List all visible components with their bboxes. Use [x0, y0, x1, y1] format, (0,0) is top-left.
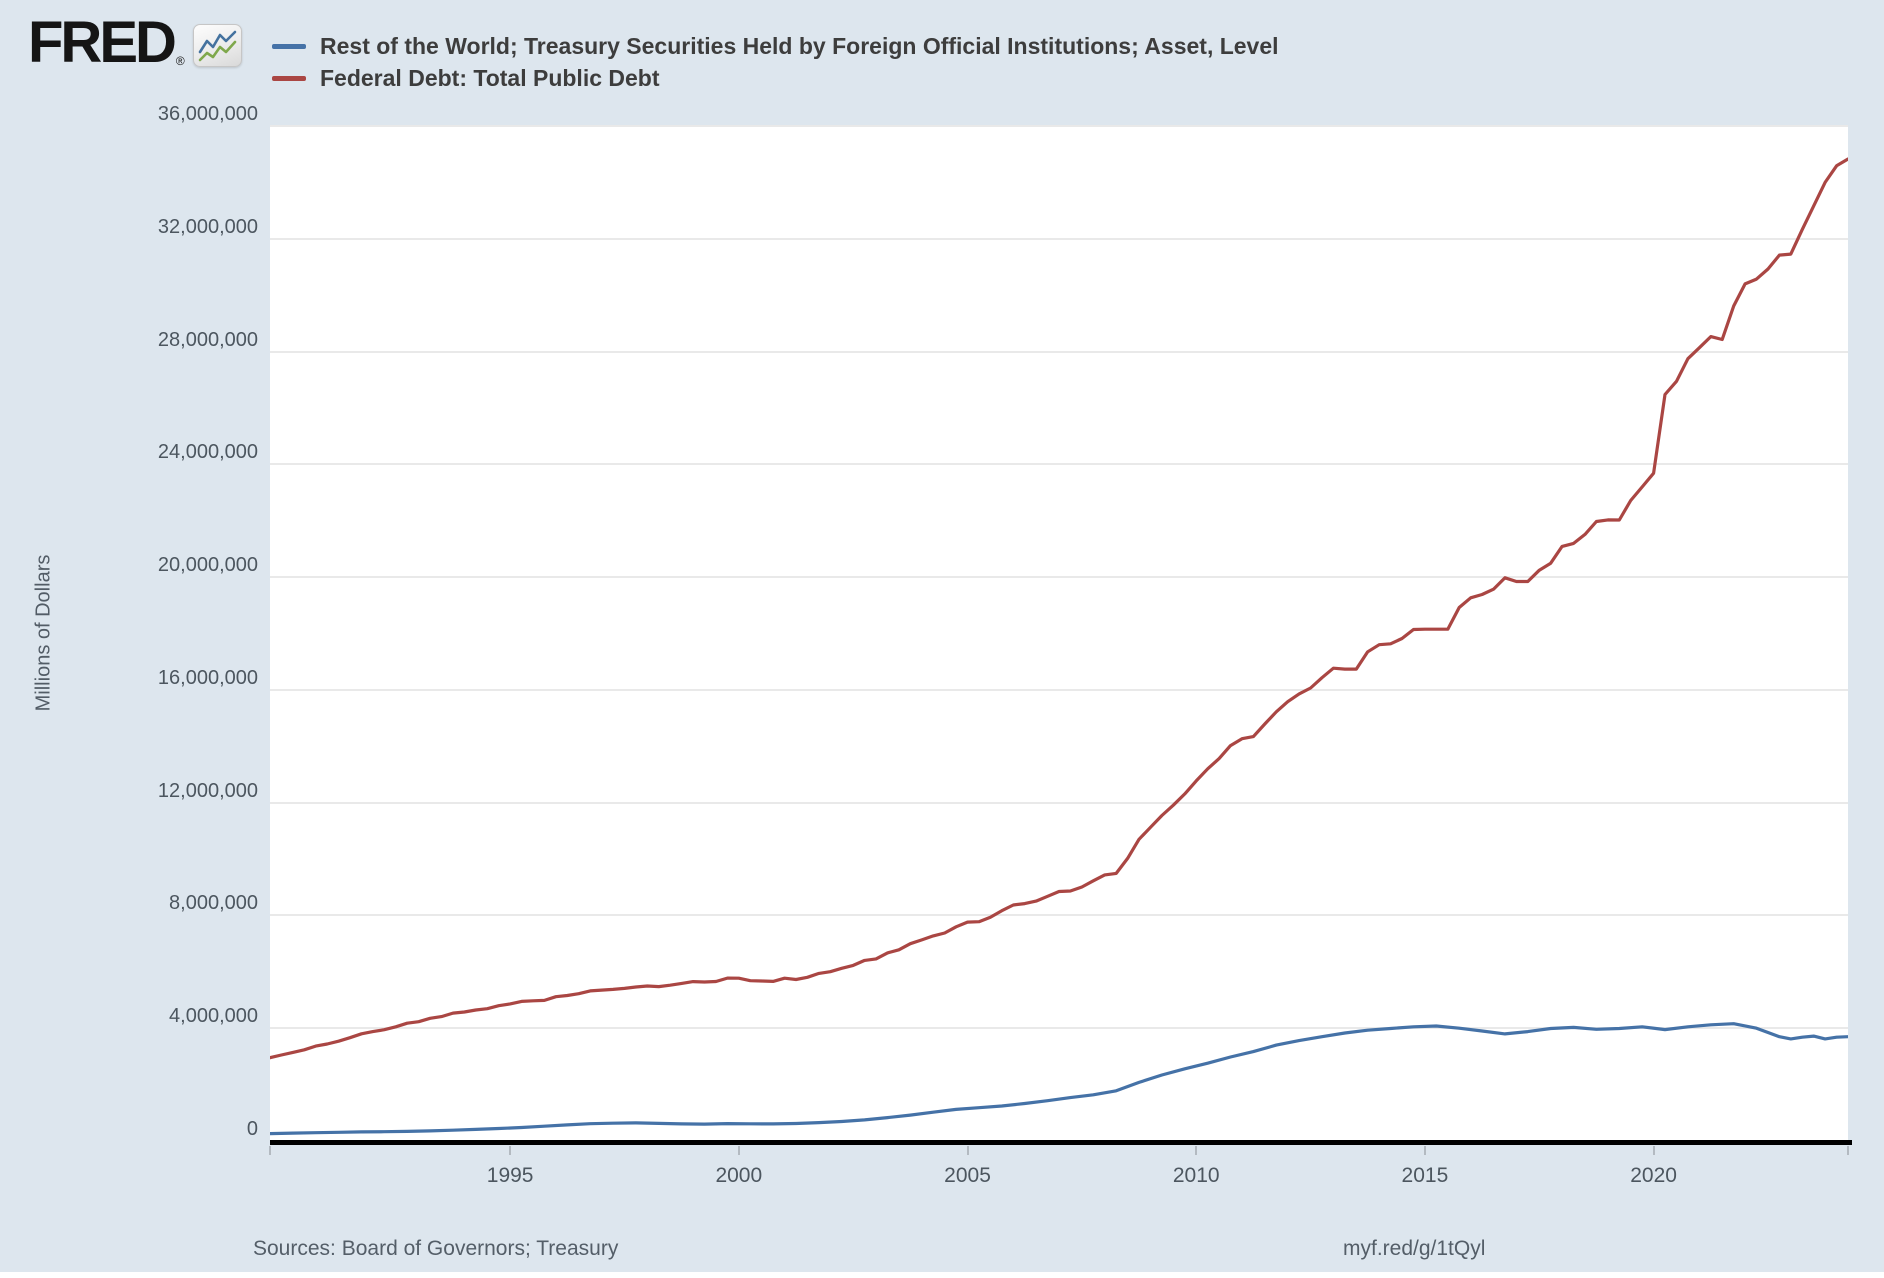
y-tick-label: 24,000,000 — [157, 441, 258, 464]
legend-label: Rest of the World; Treasury Securities H… — [320, 32, 1279, 59]
y-gridline — [270, 350, 1848, 353]
x-axis-edge-tick — [269, 1146, 271, 1155]
series-line-federal-debt — [270, 157, 1848, 1060]
y-gridline — [270, 801, 1848, 804]
x-axis-tick — [1652, 1146, 1655, 1155]
x-tick-label: 2020 — [1630, 1164, 1677, 1187]
x-axis-line — [270, 1140, 1852, 1145]
legend-label: Federal Debt: Total Public Debt — [320, 64, 660, 91]
series-plot — [270, 157, 1848, 1136]
fred-short-link[interactable]: myf.red/g/1tQyl — [1343, 1237, 1486, 1260]
legend-swatch-red — [272, 75, 306, 81]
y-gridline — [270, 125, 1848, 127]
plot-area — [270, 126, 1848, 1141]
y-gridline — [270, 1027, 1848, 1030]
y-tick-label: 4,000,000 — [169, 1005, 258, 1028]
bottom-edge-strip — [0, 1272, 1884, 1278]
y-tick-label: 16,000,000 — [157, 666, 258, 689]
line-chart-icon — [192, 24, 242, 67]
legend-item-foreign-holdings: Rest of the World; Treasury Securities H… — [272, 30, 1279, 62]
y-gridline — [270, 688, 1848, 691]
y-tick-label: 28,000,000 — [157, 328, 258, 351]
x-tick-label: 2005 — [944, 1164, 991, 1187]
x-axis-tick — [966, 1146, 969, 1155]
x-axis-tick — [737, 1146, 740, 1155]
legend-swatch-blue — [272, 43, 306, 49]
y-gridline — [270, 463, 1848, 466]
legend: Rest of the World; Treasury Securities H… — [272, 30, 1279, 94]
x-axis-edge-tick — [1847, 1146, 1849, 1155]
y-tick-label: 20,000,000 — [157, 554, 258, 577]
x-axis-tick — [1423, 1146, 1426, 1155]
y-gridline — [270, 237, 1848, 240]
y-tick-label: 36,000,000 — [157, 103, 258, 125]
x-tick-label: 2000 — [715, 1164, 763, 1187]
y-tick-label: 0 — [246, 1118, 258, 1140]
x-axis-tick — [509, 1146, 512, 1155]
y-axis-title: Millions of Dollars — [32, 554, 55, 712]
y-tick-label: 8,000,000 — [169, 892, 258, 915]
x-tick-label: 1995 — [486, 1164, 534, 1187]
x-axis-tick — [1195, 1146, 1198, 1155]
sources-note: Sources: Board of Governors; Treasury — [253, 1237, 619, 1260]
registered-trademark: ® — [175, 54, 185, 68]
x-tick-label: 2010 — [1172, 1164, 1220, 1187]
y-tick-label: 12,000,000 — [157, 779, 258, 802]
y-gridline — [270, 576, 1848, 579]
fred-logo-text: FRED — [28, 10, 177, 75]
legend-item-federal-debt: Federal Debt: Total Public Debt — [272, 62, 1279, 94]
y-tick-label: 32,000,000 — [157, 215, 258, 238]
y-gridline — [270, 914, 1848, 917]
series-line-foreign-holdings — [270, 1022, 1848, 1136]
fred-logo[interactable]: FRED ® — [28, 10, 242, 75]
x-tick-label: 2015 — [1401, 1164, 1449, 1187]
